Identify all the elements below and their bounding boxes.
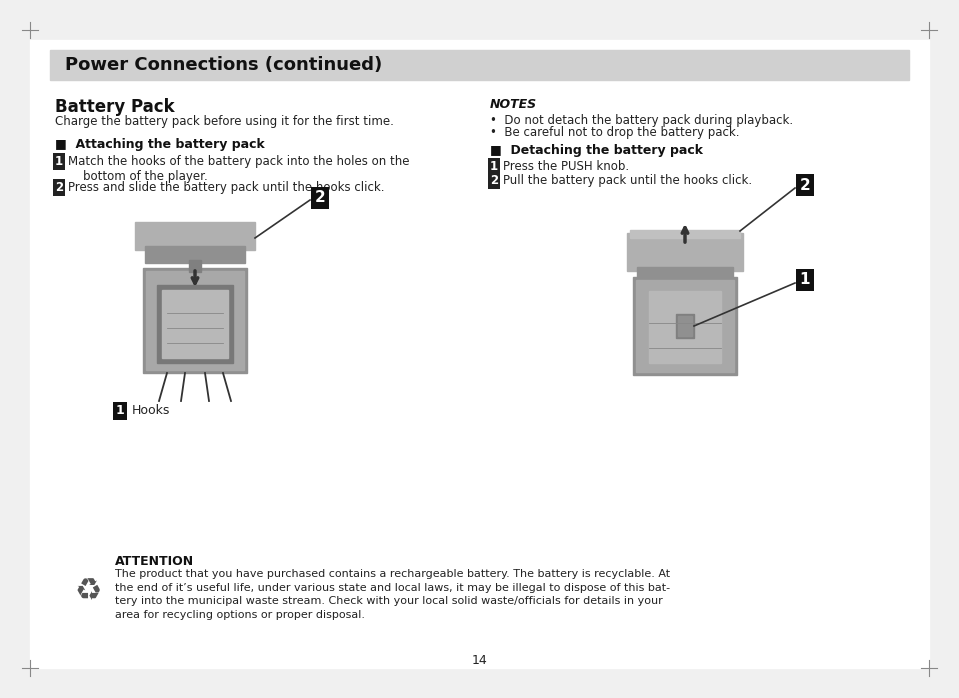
Text: ■  Detaching the battery pack: ■ Detaching the battery pack [490,144,703,157]
Text: •  Do not detach the battery pack during playback.: • Do not detach the battery pack during … [490,114,793,127]
Text: 1: 1 [800,272,810,288]
Bar [135,222,255,250]
Text: ■  Attaching the battery pack: ■ Attaching the battery pack [55,138,265,151]
Bar [157,285,233,363]
Bar [146,271,244,370]
Text: The product that you have purchased contains a rechargeable battery. The battery: The product that you have purchased cont… [115,569,670,620]
Bar [637,267,733,281]
Text: Charge the battery pack before using it for the first time.: Charge the battery pack before using it … [55,115,394,128]
Bar [145,246,245,263]
Text: 1: 1 [490,160,498,173]
Bar [649,291,721,363]
Bar [636,280,734,372]
Bar [50,545,909,643]
Bar [30,40,929,668]
Bar [50,50,909,80]
Bar [633,277,737,375]
Text: 1: 1 [55,155,63,168]
Text: 14: 14 [472,653,487,667]
Bar [143,268,247,373]
Text: 1: 1 [116,405,125,417]
Text: Pull the battery pack until the hooks click.: Pull the battery pack until the hooks cl… [503,174,752,187]
Text: NOTES: NOTES [490,98,537,111]
Text: ATTENTION: ATTENTION [115,555,194,568]
Bar [676,314,694,338]
Bar [162,290,228,358]
Text: ♻: ♻ [74,577,102,607]
Text: •  Be careful not to drop the battery pack.: • Be careful not to drop the battery pac… [490,126,739,139]
Bar [630,230,740,238]
Text: 2: 2 [800,177,810,193]
Bar [627,233,743,271]
Text: Press and slide the battery pack until the hooks click.: Press and slide the battery pack until t… [68,181,385,194]
Text: Hooks: Hooks [132,405,171,417]
Text: 2: 2 [490,174,498,187]
Text: Match the hooks of the battery pack into the holes on the
    bottom of the play: Match the hooks of the battery pack into… [68,155,409,183]
Text: Press the PUSH knob.: Press the PUSH knob. [503,160,629,173]
Text: 2: 2 [315,191,325,205]
Text: Battery Pack: Battery Pack [55,98,175,116]
Bar [678,316,692,336]
Bar [189,260,201,272]
Text: 2: 2 [55,181,63,194]
Text: Power Connections (continued): Power Connections (continued) [65,56,383,74]
